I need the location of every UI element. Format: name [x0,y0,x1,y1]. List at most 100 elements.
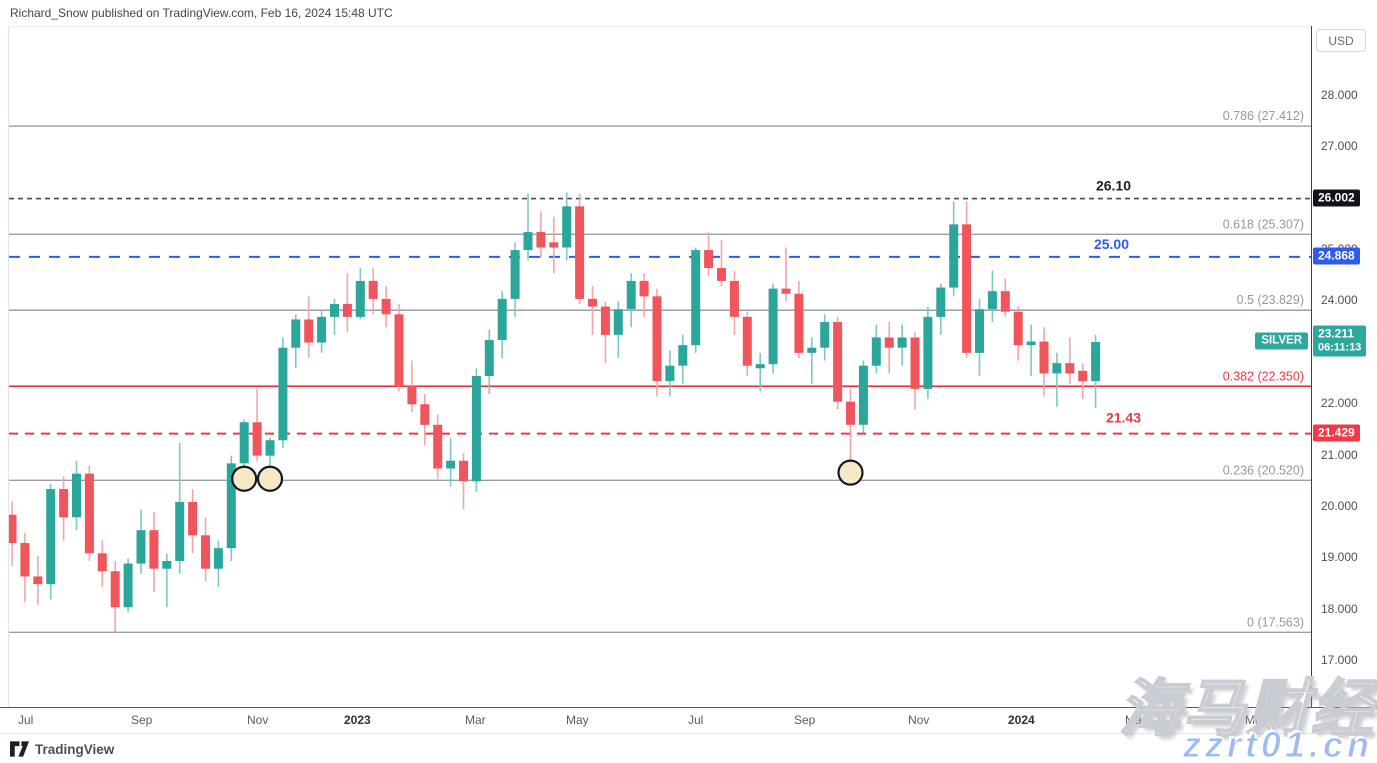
candle-body [523,232,533,251]
time-axis-year-label: 2024 [1008,713,1035,727]
price-level-badge: 26.002 [1313,189,1360,207]
candle-body [962,224,972,353]
candle-body [355,280,365,317]
candle-body [1078,370,1088,382]
candle-body [433,424,443,469]
price-scale[interactable]: USD 28.00027.00026.00025.00024.00023.000… [1311,26,1377,733]
candle-body [407,386,417,405]
chart-plot-area[interactable]: 0.786 (27.412) 0.618 (25.307) 0.5 (23.829)… [8,26,1312,708]
time-axis-month-label: Mar [1125,713,1146,727]
candle-body [394,314,404,387]
candle-body [136,530,146,564]
candle-body [1039,341,1049,374]
highlight-circle-marker [256,465,284,492]
time-scale[interactable]: Jul Sep Nov 2023 Mar May Jul Sep Nov 2024 Mar May [0,707,1377,734]
fib-level-label: 0.236 (20.520) [1223,463,1304,477]
candle-body [936,287,946,317]
candle-body [588,298,597,307]
candle-body [265,440,275,456]
candle-body [226,463,236,549]
candle-body [84,473,94,554]
candle-body [820,322,830,348]
time-axis-month-label: May [566,713,589,727]
candlestick-chart[interactable]: 0.786 (27.412) 0.618 (25.307) 0.5 (23.829)… [9,27,1312,708]
candle-body [871,337,881,366]
fib-level-label: 0.618 (25.307) [1223,217,1304,231]
price-level-badge: 24.868 [1313,247,1360,265]
fib-level-label: 0.382 (22.350) [1223,369,1304,383]
candle-body [755,364,765,369]
candle-body [278,347,288,441]
time-axis-month-label: Jul [18,713,34,727]
tradingview-logo-icon [10,741,29,757]
candle-body [330,304,339,317]
candle-body [175,501,185,562]
candle-body [1065,363,1075,374]
time-axis-year-label: 2023 [344,713,371,727]
price-tick-label: 22.000 [1321,396,1358,411]
candle-body [626,280,636,310]
candle-body [536,232,546,248]
fib-level-label: 0.5 (23.829) [1237,293,1304,307]
candle-body [213,548,223,569]
candle-body [562,206,572,248]
candle-body [510,250,520,299]
candle-body [1026,341,1036,346]
attribution-text: Richard_Snow published on TradingView.co… [10,6,393,20]
time-axis-month-label: Sep [794,713,816,727]
candle-body [1013,311,1023,346]
fib-level-label: 0.786 (27.412) [1223,109,1304,123]
candle-body [742,316,752,366]
candle-body [613,309,623,335]
candle-body [72,473,81,518]
candle-body [768,288,778,365]
candle-body [59,489,69,518]
candle-body [575,206,585,299]
candle-body [549,242,559,248]
candle-body [110,571,120,608]
candle-body [846,401,855,425]
candle-body [729,280,739,317]
candle-body [704,250,714,269]
candle-body [33,576,43,585]
candle-body [781,288,791,294]
candle-body [833,322,843,402]
tradingview-logo-text: TradingView [35,742,115,757]
candle-body [149,530,159,569]
candle-body [807,347,817,353]
candle-body [923,316,933,389]
price-tick-label: 17.000 [1321,653,1358,668]
candle-body [20,543,30,577]
highlight-circle-marker [837,459,864,486]
candle-body [975,309,984,353]
candle-body [717,268,726,281]
price-tick-label: 19.000 [1321,550,1358,565]
candle-body [987,291,997,310]
candle-body [794,293,804,353]
annotation-price-label: 26.10 [1096,178,1131,194]
candle-body [858,365,868,425]
candle-body [1000,291,1010,312]
price-tick-label: 27.000 [1321,139,1358,154]
time-axis-month-label: Mar [465,713,486,727]
symbol-name-badge: SILVER [1255,332,1308,350]
candle-body [1052,363,1062,374]
candle-body [342,304,352,317]
candle-body [123,563,133,608]
last-price-value: 23.211 [1318,326,1355,341]
currency-toggle-button[interactable]: USD [1316,29,1366,52]
annotation-price-label: 21.43 [1106,410,1141,426]
candle-body [9,514,17,544]
candle-body [46,489,56,585]
candle-body [188,501,198,536]
candle-body [497,298,507,341]
candle-body [639,280,649,297]
candle-body [652,296,662,382]
candle-body [162,561,172,569]
candle-body [484,340,494,376]
time-axis-month-label: Nov [247,713,269,727]
candle-body [897,337,907,348]
tradingview-logo[interactable]: TradingView [10,741,114,758]
candle-body [665,365,675,382]
